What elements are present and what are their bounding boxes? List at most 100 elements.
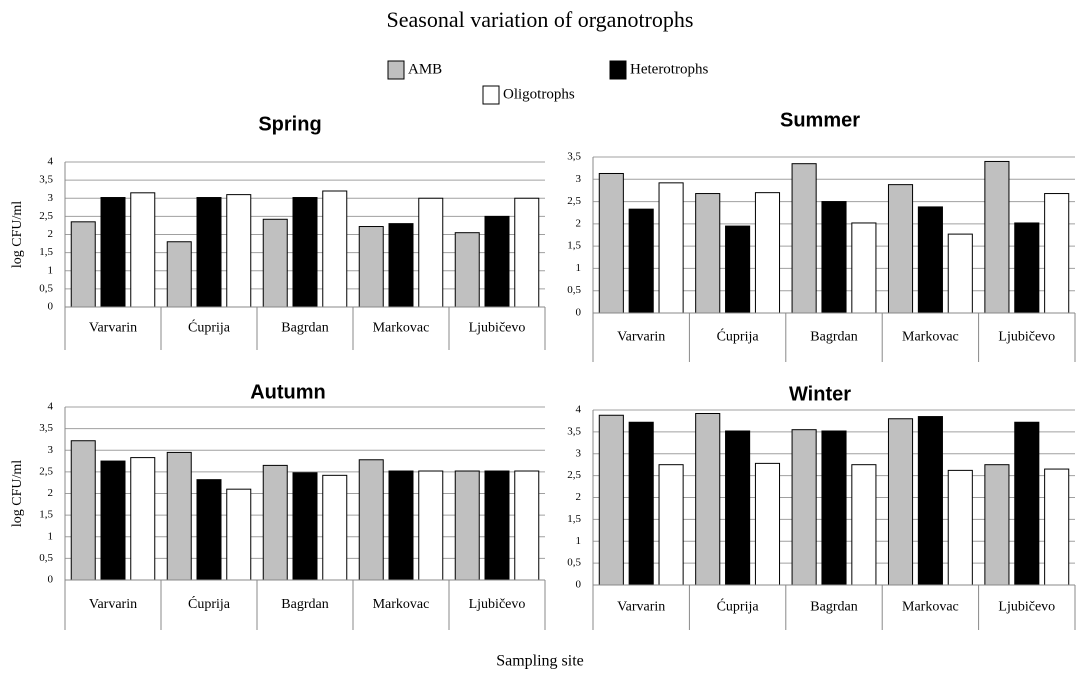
x-tick-label: Ćuprija: [188, 595, 231, 612]
legend-swatch: [609, 60, 627, 80]
bar: [695, 193, 721, 314]
bar: [514, 470, 540, 581]
bar: [1014, 222, 1040, 314]
bar: [166, 241, 192, 308]
bar: [1044, 468, 1070, 586]
x-tick-label: Markovac: [902, 600, 959, 615]
x-axis-label: Sampling site: [496, 653, 584, 670]
y-tick-label: 4: [48, 156, 54, 168]
y-tick-label: 2,5: [567, 469, 581, 481]
bar: [725, 225, 751, 314]
legend-swatch: [482, 85, 500, 105]
x-tick-label: Varvarin: [617, 600, 665, 615]
chart-title: Autumn: [250, 381, 326, 403]
bar: [484, 470, 510, 581]
bar: [821, 201, 847, 314]
bar: [166, 451, 192, 581]
bar: [628, 208, 654, 314]
x-tick-label: Markovac: [373, 321, 430, 336]
bar: [70, 221, 96, 308]
y-tick-label: 3,5: [567, 425, 581, 437]
bar: [1044, 193, 1070, 314]
chart-title: Summer: [780, 109, 860, 131]
bar: [984, 464, 1010, 586]
bar: [196, 197, 222, 308]
bar: [947, 233, 973, 314]
y-tick-label: 0,5: [39, 282, 53, 294]
y-tick-label: 2: [576, 217, 582, 229]
y-tick-label: 2,5: [39, 210, 53, 222]
y-tick-label: 2: [576, 491, 582, 503]
bar: [851, 222, 877, 314]
bar: [917, 206, 943, 314]
bar: [887, 418, 914, 586]
bar: [196, 479, 222, 581]
figure-title: Seasonal variation of organotrophs: [387, 7, 694, 32]
bar: [100, 460, 126, 581]
bar: [754, 192, 781, 314]
bar: [984, 160, 1010, 314]
y-tick-label: 1,5: [39, 509, 53, 521]
y-tick-label: 0: [576, 307, 582, 319]
bar: [754, 462, 781, 586]
bar: [947, 469, 973, 586]
bar: [695, 413, 721, 586]
bar: [658, 464, 684, 586]
x-tick-label: Bagrdan: [281, 321, 328, 336]
x-tick-label: Markovac: [373, 597, 430, 612]
x-tick-label: Bagrdan: [810, 600, 857, 615]
bar: [851, 464, 877, 586]
y-tick-label: 1,5: [567, 240, 581, 252]
chart-title: Winter: [789, 383, 851, 405]
bar: [658, 182, 684, 314]
bar: [322, 190, 348, 308]
x-tick-label: Ćuprija: [717, 598, 760, 615]
y-tick-label: 2,5: [567, 195, 581, 207]
bar: [917, 416, 943, 586]
legend-label: Oligotrophs: [503, 86, 575, 102]
bar: [388, 223, 414, 308]
bar: [454, 232, 480, 308]
bar: [70, 440, 96, 581]
y-axis-label: log CFU/ml: [10, 460, 25, 527]
y-tick-label: 3: [48, 444, 54, 456]
y-tick-label: 0: [48, 301, 54, 313]
y-tick-label: 2: [48, 487, 54, 499]
y-tick-label: 4: [48, 401, 54, 413]
bar: [791, 163, 817, 314]
bar: [598, 414, 624, 586]
bar: [262, 218, 288, 308]
x-tick-label: Varvarin: [89, 321, 137, 336]
chart-title: Spring: [258, 113, 321, 135]
x-tick-label: Ćuprija: [717, 328, 760, 345]
y-tick-label: 1,5: [567, 513, 581, 525]
legend-label: Heterotrophs: [630, 61, 708, 77]
bar: [262, 464, 288, 581]
bar: [821, 430, 847, 586]
bar: [598, 172, 624, 314]
bar: [514, 197, 540, 308]
bar: [292, 197, 318, 308]
x-tick-label: Ljubičevo: [998, 600, 1055, 615]
y-tick-label: 2,5: [39, 465, 53, 477]
y-tick-label: 0: [48, 574, 54, 586]
x-tick-label: Ljubičevo: [469, 321, 526, 336]
bar: [100, 197, 126, 308]
bar: [358, 459, 384, 581]
bar: [388, 470, 414, 581]
bar: [322, 474, 348, 581]
y-tick-label: 1: [48, 530, 54, 542]
y-tick-label: 1: [576, 535, 582, 547]
x-tick-label: Ćuprija: [188, 319, 231, 336]
y-tick-label: 3,5: [39, 422, 53, 434]
legend-swatch: [387, 60, 405, 80]
x-tick-label: Ljubičevo: [469, 597, 526, 612]
bar: [130, 192, 156, 308]
bar: [226, 194, 252, 308]
bar: [130, 457, 156, 581]
y-tick-label: 4: [576, 404, 582, 416]
y-tick-label: 3: [576, 447, 582, 459]
bar: [358, 226, 384, 308]
y-tick-label: 0,5: [567, 557, 581, 569]
